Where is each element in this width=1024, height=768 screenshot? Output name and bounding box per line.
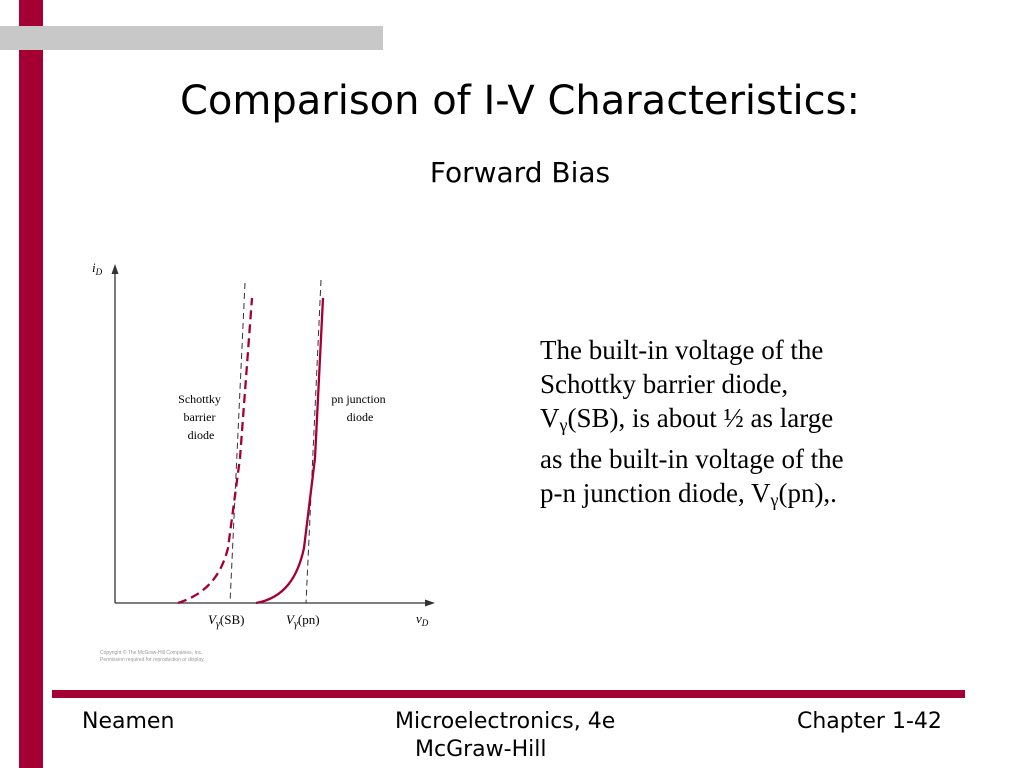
schottky-curve [177,297,254,605]
copyright-line-1: Copyright © The McGraw-Hill Companies, I… [100,649,203,656]
y-axis-label: iD [92,260,103,277]
copyright-line-2: Permission required for reproduction or … [100,657,205,663]
pn-junction-curve [255,297,325,605]
pn-asymptote-line [305,279,322,604]
sb-asymptote-line [229,282,246,604]
iv-characteristics-figure: iD vD Schottky barrier diode pn junction… [88,258,448,668]
top-gray-bar [0,26,383,50]
explanation-line: as the built-in voltage of the [540,444,844,474]
footer-chapter: Chapter 1-42 [797,709,942,734]
footer-book: Microelectronics, 4e McGraw-Hill [395,708,655,764]
slide-title: Comparison of I-V Characteristics: [180,78,860,124]
footer-book-title: Microelectronics, 4e [395,709,616,734]
schottky-label: Schottky barrier diode [178,392,224,442]
slide-subtitle: Forward Bias [429,156,611,189]
footer-publisher: McGraw-Hill [415,737,547,762]
footer-divider [52,690,965,698]
explanation-line: p-n junction diode, Vγ(pn),. [540,478,837,510]
y-axis-arrow [111,264,119,274]
pn-tick-label: Vγ(pn) [286,612,320,630]
x-axis-label: vD [416,611,429,628]
iv-plot: iD vD Schottky barrier diode pn junction… [92,260,435,663]
pn-junction-label: pn junction diode [331,392,388,424]
explanation-line: The built-in voltage of the [540,335,824,365]
sb-tick-label: Vγ(SB) [208,612,244,630]
left-accent-bar [19,0,43,768]
x-axis-arrow [425,599,435,607]
explanation-line: Vγ(SB), is about ½ as large [540,403,834,435]
footer-author: Neamen [82,709,175,734]
explanation-line: Schottky barrier diode, [540,369,789,399]
explanation-text: The built-in voltage of the Schottky bar… [540,333,960,517]
